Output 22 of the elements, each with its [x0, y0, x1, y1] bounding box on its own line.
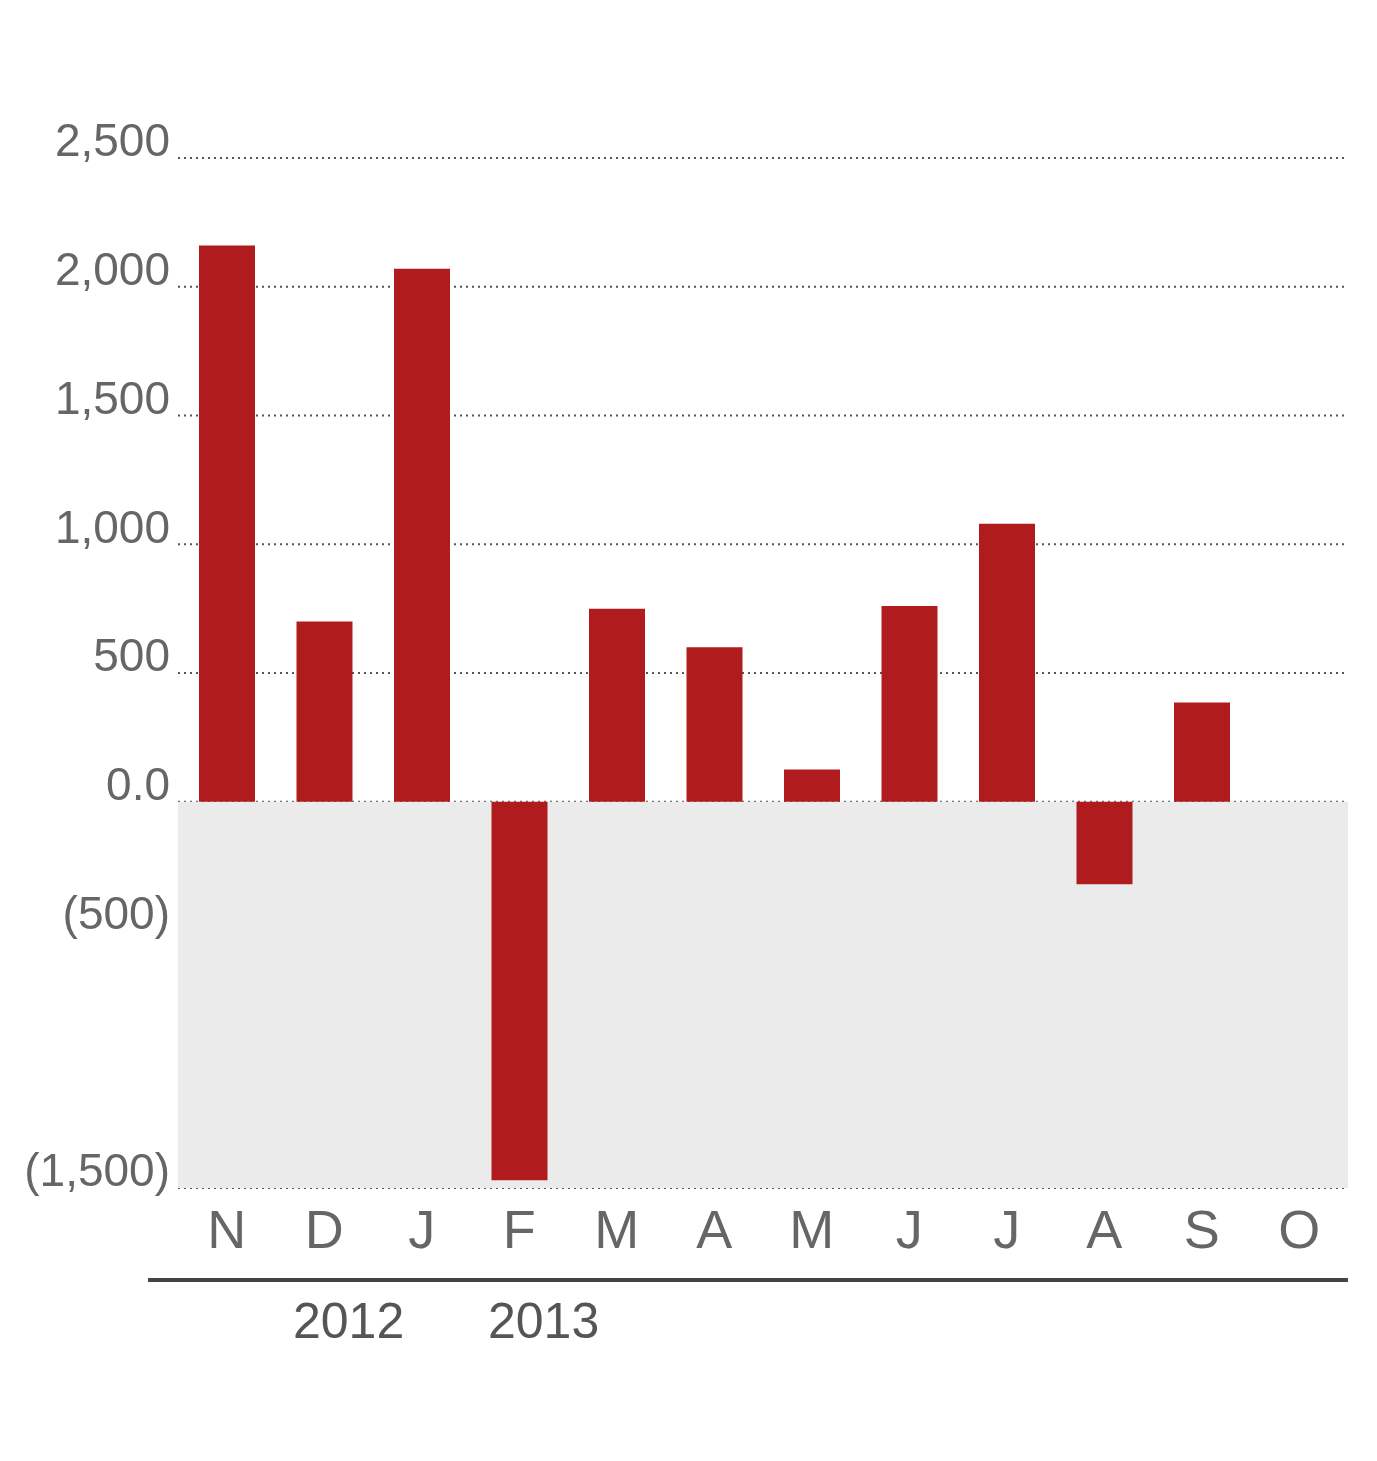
- x-tick-label: O: [1278, 1199, 1321, 1260]
- y-tick-label: 2,500: [54, 114, 170, 167]
- y-tick-label: 0.0: [106, 758, 170, 811]
- x-tick-label: M: [789, 1199, 835, 1260]
- x-tick-label: F: [502, 1199, 536, 1260]
- x-tick-label: J: [993, 1199, 1021, 1260]
- x-tick-label: J: [408, 1199, 436, 1260]
- y-tick-label: (1,500): [24, 1144, 170, 1197]
- y-tick-label: 2,000: [54, 243, 170, 296]
- x-tick-label: D: [304, 1199, 344, 1260]
- x-tick-label: A: [1086, 1199, 1123, 1260]
- y-tick-label: 1,000: [54, 500, 170, 553]
- text: 2013: [488, 1292, 600, 1350]
- x-tick-label: M: [594, 1199, 640, 1260]
- y-tick-label: 1,500: [54, 371, 170, 424]
- x-tick-label: A: [696, 1199, 733, 1260]
- x-tick-label: J: [895, 1199, 923, 1260]
- y-tick-label: 500: [93, 629, 170, 682]
- text: 2012: [293, 1292, 405, 1350]
- x-tick-label: S: [1183, 1199, 1220, 1260]
- y-tick-label: (500): [62, 886, 170, 939]
- x-tick-label: N: [207, 1199, 247, 1260]
